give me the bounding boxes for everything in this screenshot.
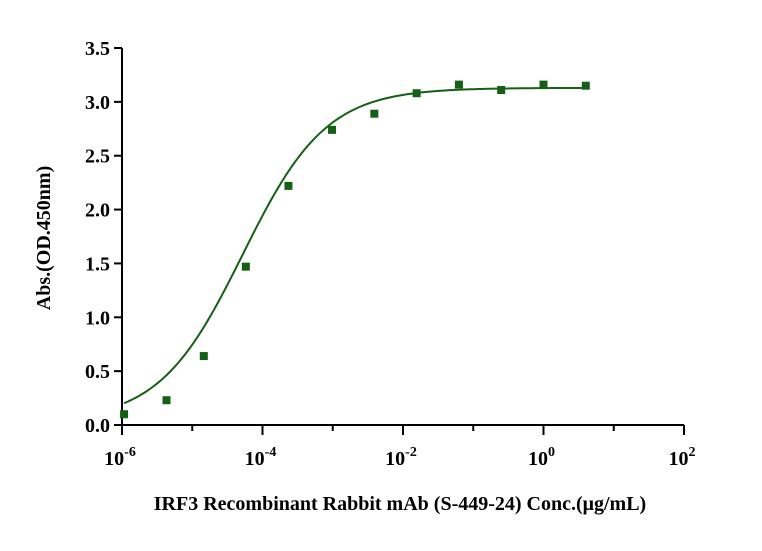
- x-axis-label: IRF3 Recombinant Rabbit mAb (S-449-24) C…: [154, 493, 646, 515]
- y-tick-label: 2.0: [85, 200, 110, 222]
- x-tick-label: 102: [669, 445, 696, 470]
- x-tick-label: 10-2: [385, 445, 417, 470]
- data-point: [199, 352, 208, 361]
- y-tick-label: 3.5: [85, 38, 110, 60]
- x-ticks: 10-6 10-4 10-2 100 102: [104, 425, 696, 470]
- x-tick-label: 10-4: [245, 445, 277, 470]
- y-tick-label: 1.0: [85, 307, 110, 329]
- data-point: [162, 396, 171, 405]
- x-tick-label: 100: [528, 445, 555, 470]
- data-points: [120, 80, 590, 419]
- y-ticks: 0.0 0.5 1.0 1.5 2.0 2.5 3.0 3.5: [85, 38, 122, 437]
- y-tick-label: 0.5: [85, 361, 110, 383]
- data-point: [241, 262, 250, 271]
- data-point: [497, 86, 506, 95]
- data-point: [284, 181, 293, 190]
- y-tick-label: 1.5: [85, 253, 110, 275]
- y-tick-label: 0.0: [85, 415, 110, 437]
- x-tick-exponent: -6: [124, 445, 136, 460]
- x-tick-label: 10-6: [104, 445, 136, 470]
- y-axis-label: Abs.(OD.450nm): [33, 166, 55, 310]
- data-point: [539, 80, 548, 89]
- x-tick-exponent: -4: [265, 445, 277, 460]
- y-tick-label: 2.5: [85, 146, 110, 168]
- axes: [121, 48, 684, 426]
- x-tick-base: 10: [385, 448, 405, 470]
- data-point: [370, 109, 379, 118]
- data-point: [412, 89, 421, 98]
- x-tick-base: 10: [669, 448, 689, 470]
- data-point: [581, 81, 590, 90]
- x-tick-base: 10: [528, 448, 548, 470]
- x-tick-exponent: -2: [405, 445, 417, 460]
- x-tick-base: 10: [104, 448, 124, 470]
- data-point: [120, 410, 129, 419]
- x-tick-exponent: 0: [548, 445, 555, 460]
- y-tick-label: 3.0: [85, 92, 110, 114]
- x-tick-base: 10: [245, 448, 265, 470]
- fit-curve: [123, 86, 586, 405]
- data-point: [454, 80, 463, 89]
- data-point: [328, 125, 337, 134]
- x-tick-exponent: 2: [689, 445, 696, 460]
